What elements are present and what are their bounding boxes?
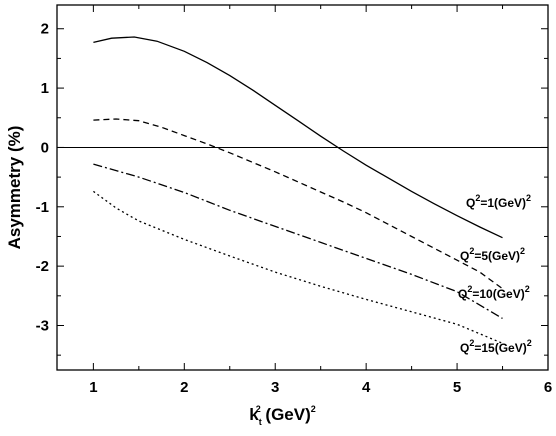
y-tick-label: -1 [36,199,49,216]
series-line-dotted [93,190,503,344]
series-label-dashed: Q2=5(GeV)2 [460,246,525,263]
series-label-superscript: 2 [469,246,474,256]
series-label-superscript: 2 [469,338,474,348]
series-label-q: Q [458,287,467,301]
series-label-unit-superscript: 2 [525,284,530,294]
series-lines [93,36,503,344]
x-axis-title-unit: (GeV) [261,405,311,424]
plot-frame [56,4,549,371]
x-tick-label: 2 [180,379,188,396]
series-label-solid: Q2=1(GeV)2 [466,193,531,210]
x-tick-label: 3 [271,379,279,396]
x-tick-label: 5 [453,379,461,396]
series-label-unit-superscript: 2 [526,193,531,203]
series-label-value: =1(GeV) [480,196,526,210]
y-tick-label: 0 [41,139,49,156]
series-label-superscript: 2 [467,284,472,294]
series-label-unit-superscript: 2 [527,338,532,348]
y-tick-label: 2 [41,21,49,38]
series-label-dotted: Q2=15(GeV)2 [460,338,532,355]
y-tick-label: -2 [36,258,49,275]
y-tick-label: 1 [41,80,49,97]
series-label-q: Q [460,341,469,355]
x-tick-label: 4 [362,379,371,396]
series-label-superscript: 2 [475,193,480,203]
x-axis-title-superscript: 2 [256,404,261,414]
series-label-value: =15(GeV) [474,341,526,355]
series-label-q: Q [460,249,469,263]
x-axis-title-subscript: t [259,417,262,427]
series-label-value: =5(GeV) [474,249,520,263]
x-tick-label: 6 [544,379,552,396]
series-label-q: Q [466,196,475,210]
x-tick-label: 1 [89,379,97,396]
series-line-solid [93,36,503,239]
axis-ticks [57,5,549,370]
series-label-unit-superscript: 2 [520,246,525,256]
series-label-dashdot: Q2=10(GeV)2 [458,284,530,301]
plot-area [56,4,549,371]
y-tick-label: -3 [36,317,49,334]
series-line-dashdot [93,163,503,319]
x-axis-title-unit-superscript: 2 [311,404,316,414]
y-axis-title: Asymmetry (%) [5,126,24,250]
series-label-value: =10(GeV) [472,287,524,301]
x-axis-title: kt 2 (GeV)2 [249,404,316,427]
series-line-dashed [93,118,503,290]
x-axis-title-base: k [249,405,259,424]
